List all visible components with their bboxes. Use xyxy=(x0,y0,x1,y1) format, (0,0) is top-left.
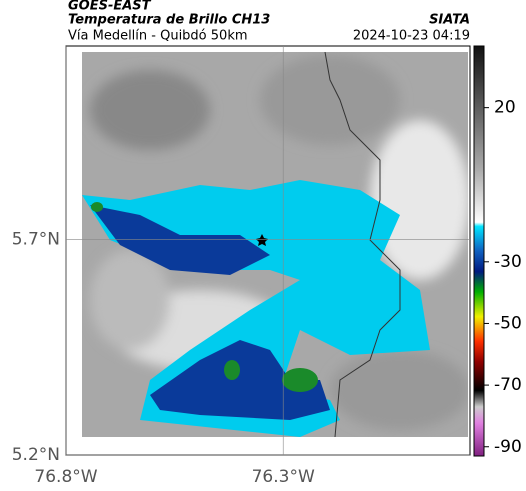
x-tick-label: 76.3°W xyxy=(252,467,315,487)
title: Temperatura de Brillo CH13 xyxy=(68,13,270,28)
colorbar-label: -90 xyxy=(494,437,522,457)
y-tick-label: 5.7°N xyxy=(12,230,60,250)
colorbar xyxy=(473,45,485,457)
source: GOES-EAST xyxy=(68,0,152,14)
colorbar-label: -50 xyxy=(494,313,522,333)
colorbar-label: 20 xyxy=(494,98,516,118)
colorbar-label: -70 xyxy=(494,375,522,395)
colorbar-label: -30 xyxy=(494,252,522,272)
timestamp: 2024-10-23 04:19 xyxy=(353,29,470,44)
satellite-image xyxy=(82,52,468,437)
y-tick-label: 5.2°N xyxy=(12,445,60,465)
x-tick-label: 76.8°W xyxy=(34,467,97,487)
subtitle: Vía Medellín - Quibdó 50km xyxy=(68,29,248,44)
org: SIATA xyxy=(429,13,470,28)
